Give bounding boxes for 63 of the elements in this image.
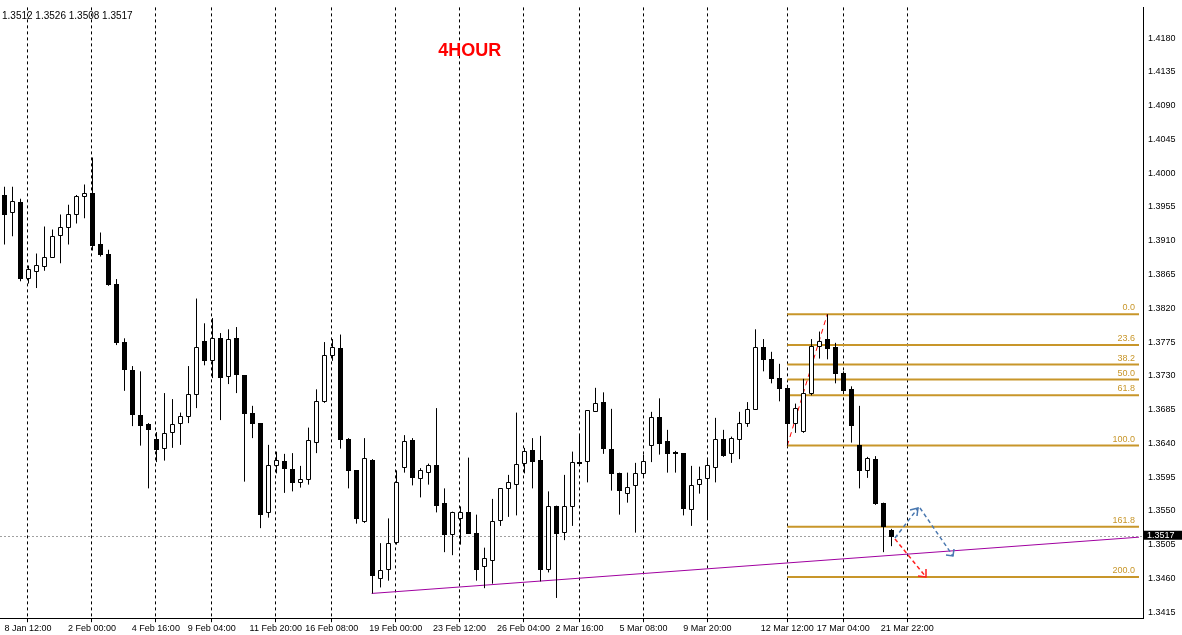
candlestick (721, 429, 726, 458)
candlestick (530, 437, 535, 489)
x-tick-label: 4 Feb 16:00 (131, 623, 180, 634)
y-tick-label: 1.3910 (1148, 235, 1176, 246)
candlestick (777, 363, 782, 402)
series-label: 0.0 (1122, 302, 1135, 313)
y-tick-label: 1.4180 (1148, 32, 1176, 43)
y-tick-label: 1.3775 (1148, 336, 1176, 347)
series-label: 50.0 (1117, 367, 1135, 378)
y-tick-label: 1.3550 (1148, 505, 1176, 516)
y-tick-label: 1.4090 (1148, 100, 1176, 111)
candlestick (138, 370, 143, 447)
x-tick-label: 23 Feb 12:00 (433, 623, 487, 634)
candlestick (881, 502, 886, 553)
candlestick (290, 452, 295, 492)
series-label: 161.8 (1112, 514, 1135, 525)
x-tick-label: 26 Feb 04:00 (497, 623, 551, 634)
y-tick-label: 1.3865 (1148, 269, 1176, 280)
candlestick (825, 313, 830, 360)
y-tick-label: 1.4000 (1148, 167, 1176, 178)
series-label: 200.0 (1112, 564, 1135, 575)
y-tick-label: 1.3460 (1148, 572, 1176, 583)
candlestick (673, 450, 678, 474)
series-label: 23.6 (1117, 333, 1135, 344)
candlestick (769, 351, 774, 384)
y-tick-label: 1.3595 (1148, 471, 1176, 482)
x-tick-label: 21 Mar 22:00 (880, 623, 934, 634)
y-tick-label: 1.3955 (1148, 201, 1176, 212)
x-tick-label: 19 Feb 00:00 (369, 623, 423, 634)
x-tick-label: 11 Feb 20:00 (249, 623, 302, 634)
x-tick-label: 17 Mar 04:00 (816, 623, 870, 634)
x-tick-label: 2 Mar 16:00 (555, 623, 604, 634)
x-tick-label: 16 Feb 08:00 (305, 623, 359, 634)
y-tick-label: 1.3820 (1148, 302, 1176, 313)
candlestick (250, 405, 255, 439)
x-tick-label: 9 Feb 04:00 (187, 623, 236, 634)
y-tick-label: 1.3685 (1148, 404, 1176, 415)
candlestick (282, 453, 287, 494)
y-tick-label: 1.3505 (1148, 539, 1176, 550)
x-tick-label: 9 Mar 20:00 (683, 623, 732, 634)
candlestick (617, 472, 622, 516)
candlestick (202, 322, 207, 366)
candlestick (466, 457, 471, 534)
annotation: 1.3512 1.3526 1.3508 1.3517 (2, 10, 134, 22)
x-tick-label: 2 Feb 00:00 (67, 623, 116, 634)
y-tick-label: 1.3730 (1148, 370, 1176, 381)
y-tick-label: 1.3415 (1148, 606, 1176, 617)
x-tick-label: 5 Mar 08:00 (619, 623, 668, 634)
x-tick-label: 12 Mar 12:00 (760, 623, 814, 634)
candlestick (146, 422, 151, 489)
text: 4HOUR (438, 40, 502, 61)
y-tick-label: 1.4045 (1148, 133, 1176, 144)
series-label: 100.0 (1112, 433, 1135, 444)
ref-line-label: 1.3517 (1147, 530, 1175, 541)
x-tick-label: 8 Jan 12:00 (4, 623, 52, 634)
candlestick (98, 232, 103, 258)
y-tick-label: 1.3640 (1148, 437, 1176, 448)
series-label: 38.2 (1117, 352, 1135, 363)
y-tick-label: 1.4135 (1148, 66, 1176, 77)
candlestick (761, 338, 766, 372)
candlestick (665, 429, 670, 474)
candlestick (2, 186, 7, 246)
series-label: 61.8 (1117, 383, 1135, 394)
